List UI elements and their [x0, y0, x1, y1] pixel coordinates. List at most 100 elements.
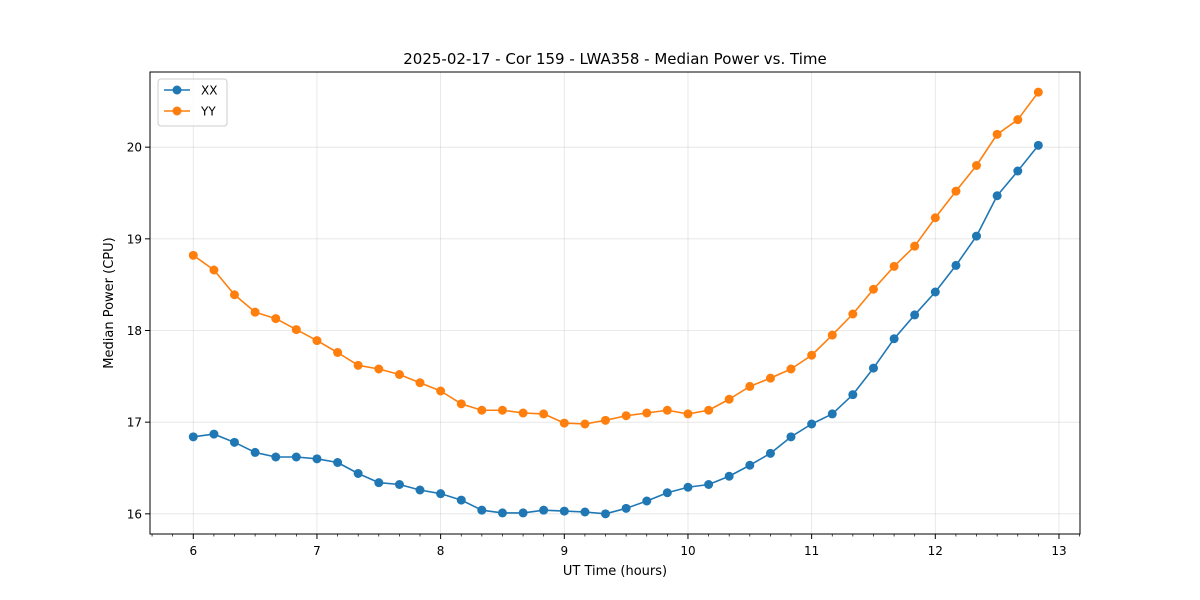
series-xx-point	[1033, 140, 1043, 150]
series-xx-point	[539, 505, 549, 515]
series-xx-point	[477, 505, 487, 515]
series-xx-point	[807, 419, 817, 429]
plot-area	[149, 71, 1081, 535]
series-xx-point	[745, 460, 755, 470]
series-layer	[188, 87, 1043, 519]
series-xx-point	[910, 310, 920, 320]
series-yy-point	[539, 409, 549, 419]
series-yy-point	[1013, 115, 1023, 125]
series-xx-point	[559, 506, 569, 516]
legend-entry-xx: XX	[164, 84, 217, 98]
series-yy-point	[992, 129, 1002, 139]
series-xx-point	[600, 509, 610, 519]
y-tick-label: 17	[127, 416, 142, 430]
y-tick-label: 18	[127, 324, 142, 338]
series-yy-point	[394, 370, 404, 379]
series-xx-point	[704, 480, 714, 489]
series-xx-point	[786, 432, 796, 442]
series-yy-point	[745, 381, 755, 391]
series-yy-point	[827, 330, 837, 340]
legend-xx-label: XX	[201, 84, 217, 98]
series-yy-point	[683, 409, 693, 419]
series-yy-point	[868, 284, 878, 294]
series-xx-point	[497, 508, 507, 518]
series-yy-point	[353, 360, 363, 370]
series-xx-point	[580, 507, 590, 517]
series-xx-point	[930, 287, 940, 297]
series-yy-point	[930, 213, 940, 223]
series-xx-point	[456, 495, 466, 505]
series-xx-point	[827, 409, 837, 419]
plot-frame	[149, 71, 1081, 535]
legend-yy-label: YY	[200, 105, 216, 119]
series-xx-point	[374, 478, 384, 488]
series-yy-point	[415, 378, 425, 388]
series-xx-point	[436, 489, 446, 499]
series-xx-point	[889, 334, 899, 344]
series-yy-point	[951, 186, 961, 196]
series-xx-point	[971, 231, 981, 241]
y-tick-label: 16	[127, 507, 142, 521]
series-xx-point	[518, 508, 528, 518]
series-xx-point	[868, 363, 878, 373]
series-yy-point	[621, 411, 631, 421]
series-yy-point	[497, 405, 507, 415]
series-yy-point	[642, 408, 652, 418]
series-yy-point	[209, 265, 219, 275]
series-yy-point	[518, 408, 528, 418]
series-yy-point	[848, 309, 858, 319]
series-xx-point	[229, 437, 239, 447]
x-axis-label: UT Time (hours)	[563, 564, 667, 579]
chart-title: 2025-02-17 - Cor 159 - LWA358 - Median P…	[403, 50, 827, 68]
series-yy	[188, 87, 1043, 429]
series-yy-point	[662, 405, 672, 415]
plot-background	[150, 72, 1080, 534]
series-yy-point	[312, 336, 322, 346]
series-yy-point	[477, 405, 487, 415]
series-yy-point	[291, 325, 301, 335]
x-axis: 6 7 8 9 10 11 12 13	[151, 534, 1080, 558]
series-yy-point	[436, 386, 446, 396]
x-tick-label: 12	[928, 544, 943, 558]
series-xx-point	[951, 260, 961, 270]
legend: XX YY	[157, 78, 228, 127]
series-yy-point	[229, 290, 239, 300]
series-xx-point	[724, 471, 734, 481]
series-yy-point	[724, 394, 734, 404]
series-yy-point	[910, 241, 920, 251]
x-tick-label: 7	[313, 544, 321, 558]
series-yy-point	[456, 399, 466, 409]
series-xx-point	[209, 429, 219, 439]
y-tick-label: 20	[127, 141, 142, 155]
grid	[150, 72, 1080, 534]
series-xx-point	[621, 503, 631, 513]
series-xx-point	[848, 390, 858, 400]
series-yy-point	[188, 250, 198, 260]
series-xx-point	[271, 452, 281, 462]
series-yy-point	[704, 405, 714, 415]
series-xx-point	[394, 480, 404, 489]
series-yy-point	[580, 419, 590, 429]
series-yy-point	[374, 364, 384, 374]
series-xx-point	[250, 447, 260, 457]
series-yy-point	[559, 418, 569, 428]
series-xx-point	[333, 458, 343, 467]
series-xx-point	[353, 469, 363, 478]
x-tick-label: 8	[437, 544, 445, 558]
x-tick-label: 13	[1051, 544, 1066, 558]
series-yy-point	[971, 161, 981, 170]
series-xx-point	[312, 454, 322, 464]
series-xx-point	[291, 452, 301, 462]
x-tick-label: 11	[804, 544, 819, 558]
legend-xx-marker	[172, 85, 182, 95]
series-yy-point	[271, 314, 281, 324]
series-xx-point	[992, 191, 1002, 201]
series-yy-point	[333, 348, 343, 357]
series-xx-point	[415, 485, 425, 495]
series-xx-point	[642, 496, 652, 506]
series-yy-point	[889, 261, 899, 271]
series-yy-point	[786, 364, 796, 374]
legend-entry-yy: YY	[164, 105, 216, 119]
series-yy-point	[250, 307, 260, 317]
